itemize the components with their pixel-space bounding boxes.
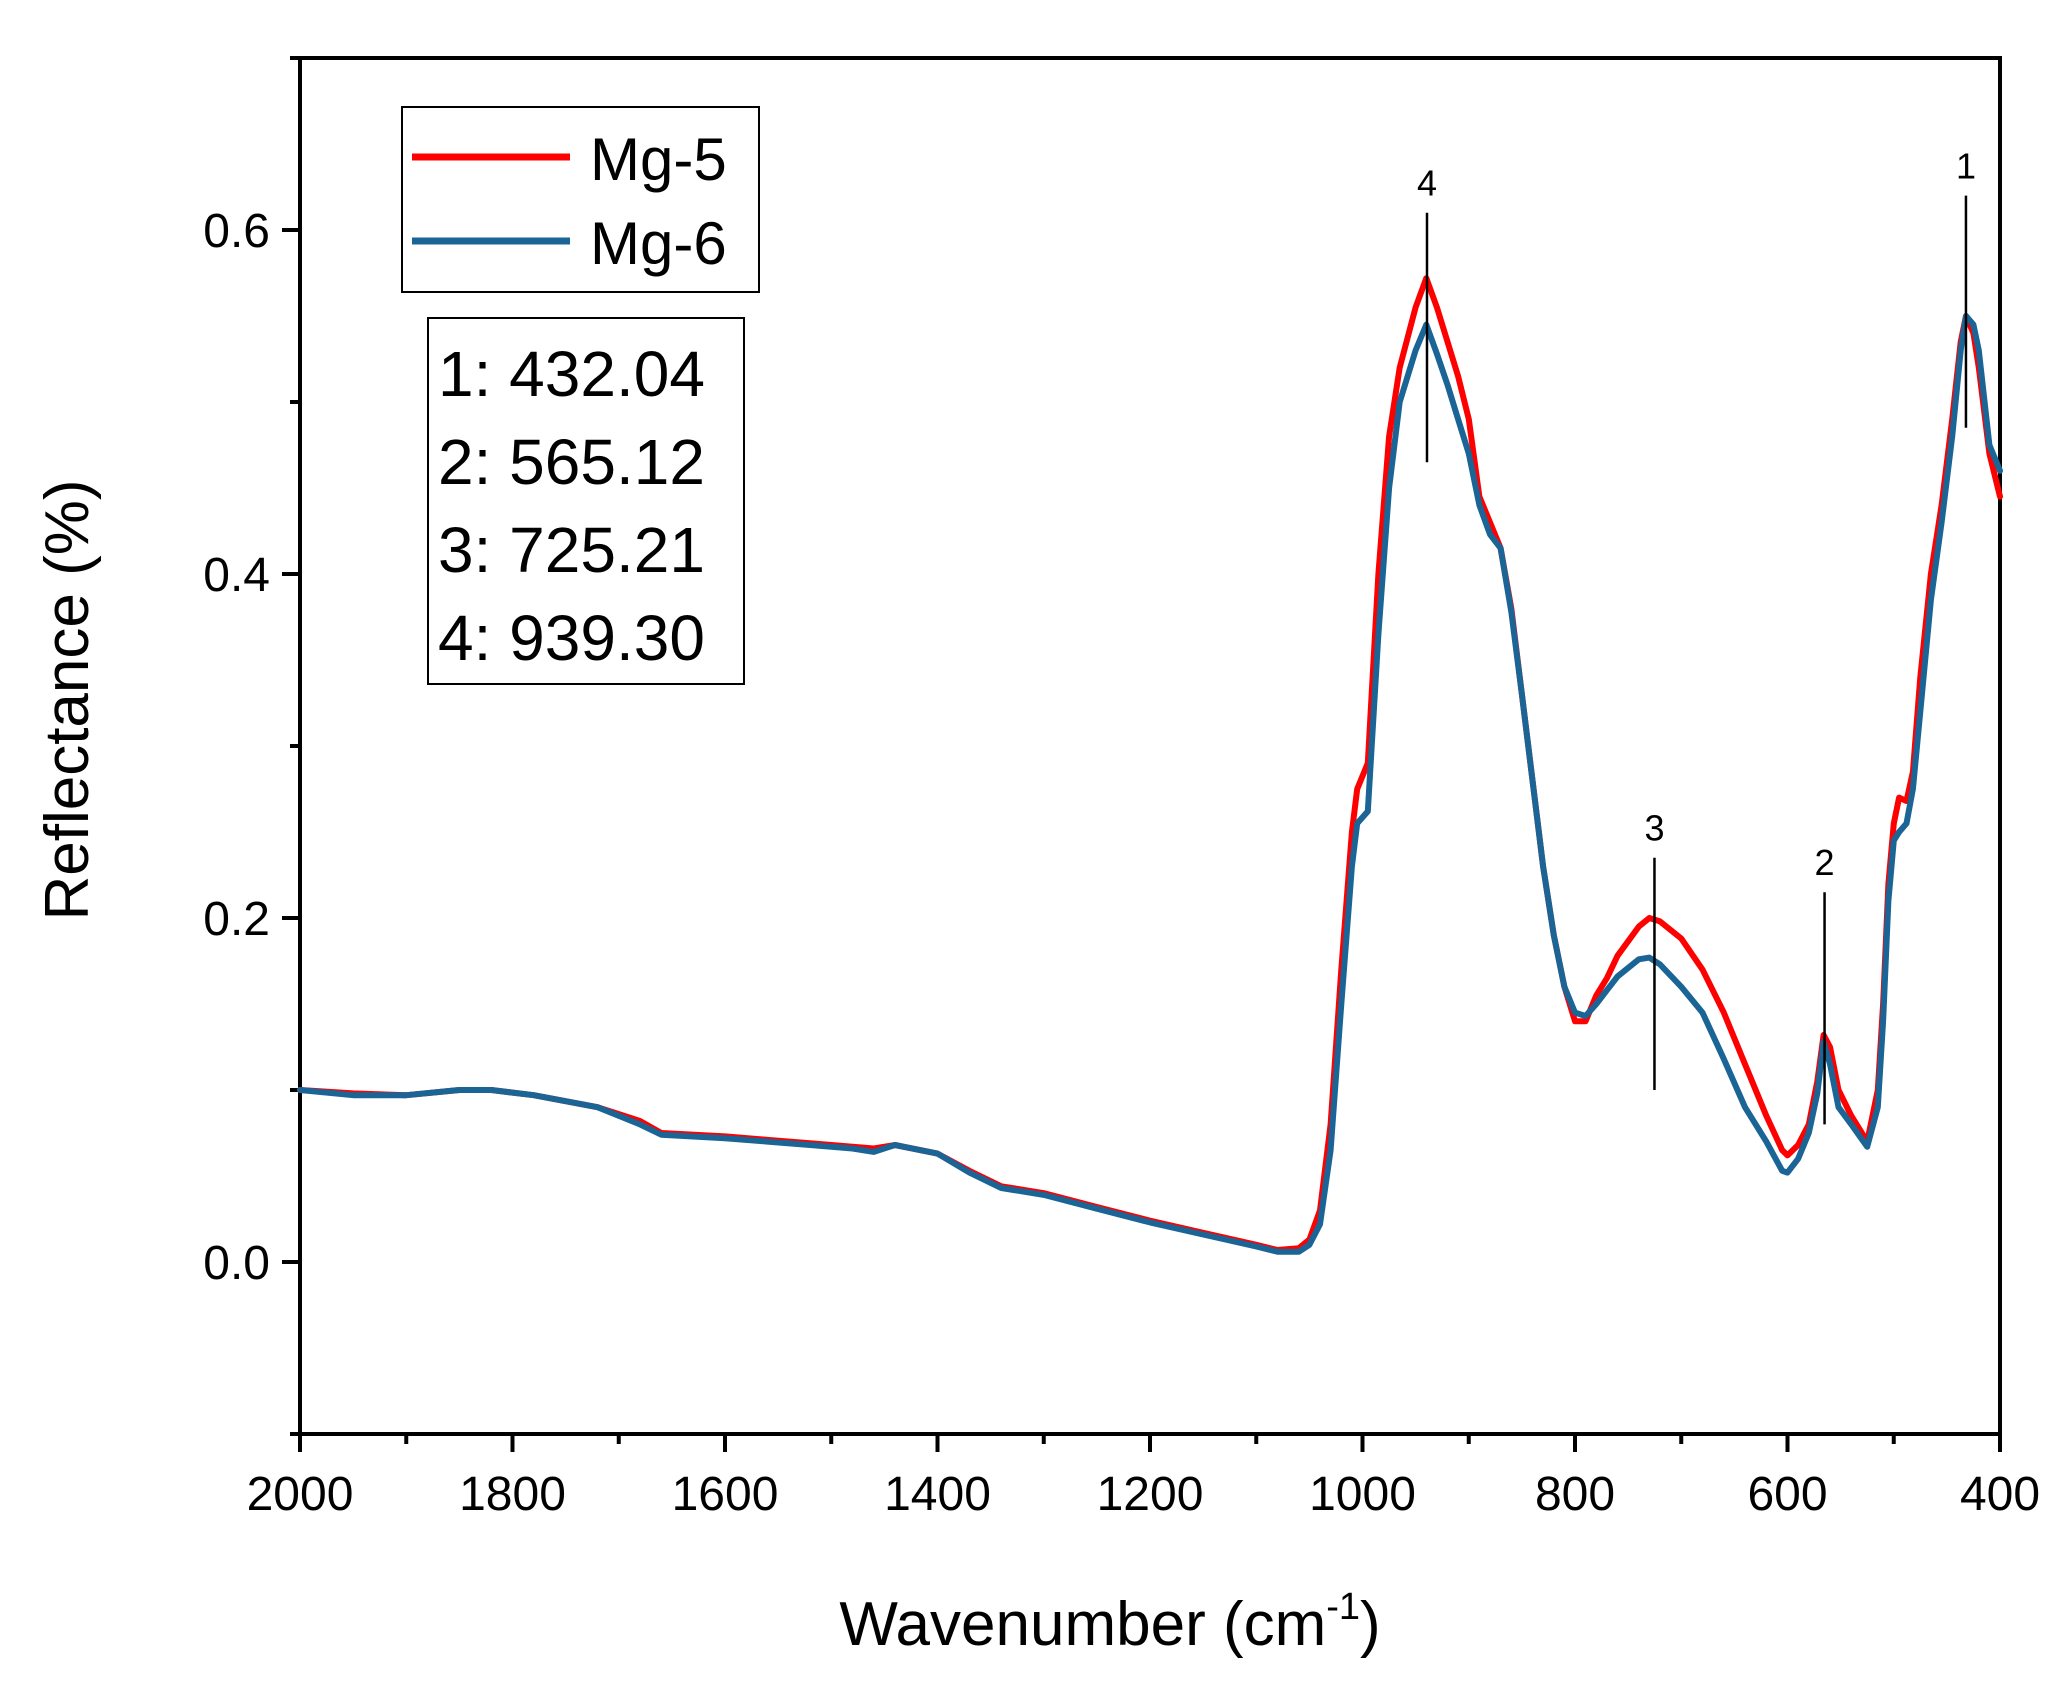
peak-label-1: 1 <box>1956 145 1976 186</box>
y-axis-ticks: 0.0 0.2 0.4 0.6 <box>203 56 300 1436</box>
y-tick-label: 0.2 <box>203 893 270 946</box>
peak-label-3: 3 <box>1644 808 1664 849</box>
peak-list-item-3: 3: 725.21 <box>438 514 705 586</box>
y-axis-title: Reflectance (%) <box>33 479 102 920</box>
x-axis-title: Wavenumber (cm-1) <box>839 1586 1380 1659</box>
y-tick-label: 0.0 <box>203 1237 270 1290</box>
x-tick-label: 1000 <box>1309 1468 1416 1521</box>
x-axis-ticks: 2000 1800 1600 1400 1200 1000 800 600 400 <box>247 1434 2040 1521</box>
peak-list-item-2: 2: 565.12 <box>438 426 705 498</box>
x-tick-label: 1200 <box>1097 1468 1204 1521</box>
x-tick-label: 600 <box>1747 1468 1827 1521</box>
peak-label-4: 4 <box>1417 163 1437 204</box>
peak-label-2: 2 <box>1815 842 1835 883</box>
peak-list-item-1: 1: 432.04 <box>438 338 705 410</box>
peak-list-box: 1: 432.04 2: 565.12 3: 725.21 4: 939.30 <box>427 317 745 685</box>
peak-list-item-4: 4: 939.30 <box>438 602 705 674</box>
x-axis-title-close: ) <box>1360 1590 1381 1659</box>
y-tick-label: 0.6 <box>203 205 270 258</box>
legend-label-mg5: Mg-5 <box>590 126 727 193</box>
x-axis-title-main: Wavenumber (cm <box>839 1590 1326 1659</box>
y-tick-label: 0.4 <box>203 549 270 602</box>
series-layer <box>297 275 2003 1255</box>
x-axis-title-superscript: -1 <box>1326 1586 1360 1628</box>
x-tick-label: 1400 <box>884 1468 991 1521</box>
x-tick-label: 2000 <box>247 1468 354 1521</box>
peak-list-frame <box>427 317 745 685</box>
x-tick-label: 800 <box>1535 1468 1615 1521</box>
legend: Mg-5 Mg-6 <box>401 106 760 293</box>
x-tick-label: 400 <box>1960 1468 2040 1521</box>
series-line-mg-6 <box>297 313 2003 1255</box>
x-tick-label: 1600 <box>672 1468 779 1521</box>
x-tick-label: 1800 <box>459 1468 566 1521</box>
peak-markers: 1 2 3 4 <box>1417 145 1976 1125</box>
legend-box <box>401 106 760 293</box>
legend-label-mg6: Mg-6 <box>590 210 727 277</box>
